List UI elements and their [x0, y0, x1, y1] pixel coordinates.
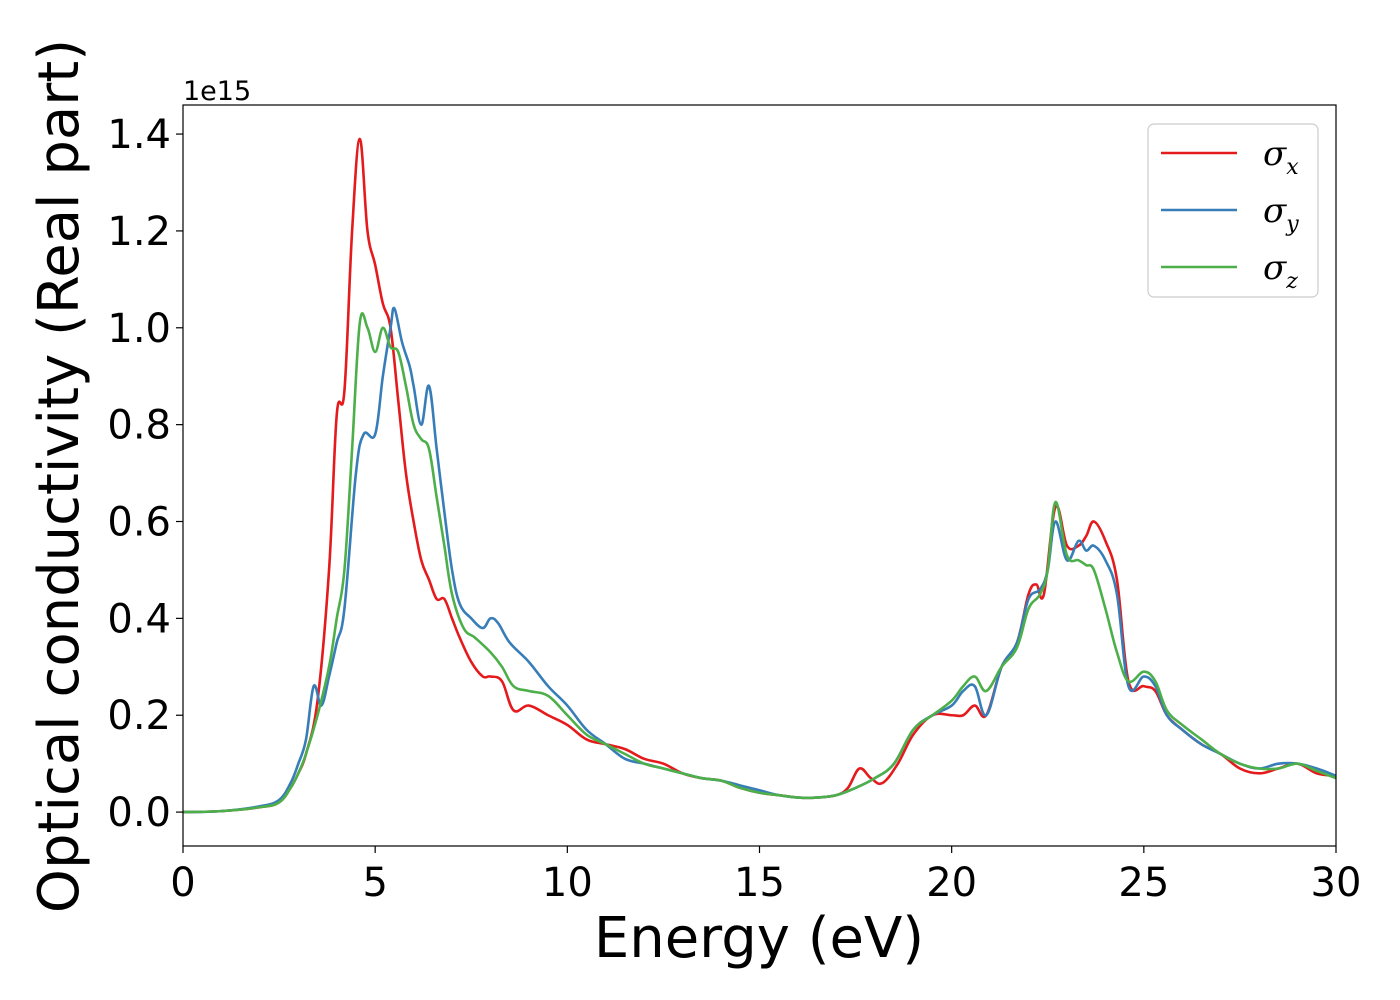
legend-subscript: x: [1286, 155, 1299, 180]
x-tick-label: 0: [170, 860, 195, 906]
x-tick-label: 30: [1311, 860, 1362, 906]
y-tick-label: 0.0: [107, 790, 171, 836]
legend-subscript: y: [1285, 212, 1299, 237]
y-tick-label: 1.0: [107, 306, 171, 352]
legend-symbol: σ: [1263, 134, 1287, 174]
x-tick-label: 20: [926, 860, 977, 906]
legend-label-z: σz: [1263, 248, 1298, 294]
legend-label-x: σx: [1263, 134, 1299, 180]
y-axis-ticks: 0.0 0.2 0.4 0.6 0.8 1.0 1.2 1.4: [107, 112, 183, 836]
y-tick-label: 0.2: [107, 693, 171, 739]
y-tick-label: 0.4: [107, 596, 171, 642]
legend-subscript: z: [1285, 269, 1298, 294]
y-tick-label: 1.4: [107, 112, 171, 158]
x-tick-label: 5: [362, 860, 387, 906]
x-tick-label: 15: [734, 860, 785, 906]
y-axis-label: Optical conductivity (Real part): [27, 39, 92, 913]
legend-label-y: σy: [1263, 191, 1299, 237]
data-series: [183, 137, 1336, 814]
x-axis-label: Energy (eV): [594, 906, 924, 971]
x-tick-label: 10: [542, 860, 593, 906]
y-offset-label: 1e15: [183, 76, 251, 107]
legend-symbol: σ: [1263, 191, 1287, 231]
legend-symbol: σ: [1263, 248, 1287, 288]
y-tick-label: 0.6: [107, 500, 171, 546]
x-axis-ticks: 0 5 10 15 20 25 30: [170, 846, 1361, 906]
x-tick-label: 25: [1118, 860, 1169, 906]
y-tick-label: 0.8: [107, 403, 171, 449]
y-tick-label: 1.2: [107, 209, 171, 255]
plot-frame: [182, 104, 1337, 847]
series-line-z: [183, 312, 1336, 814]
